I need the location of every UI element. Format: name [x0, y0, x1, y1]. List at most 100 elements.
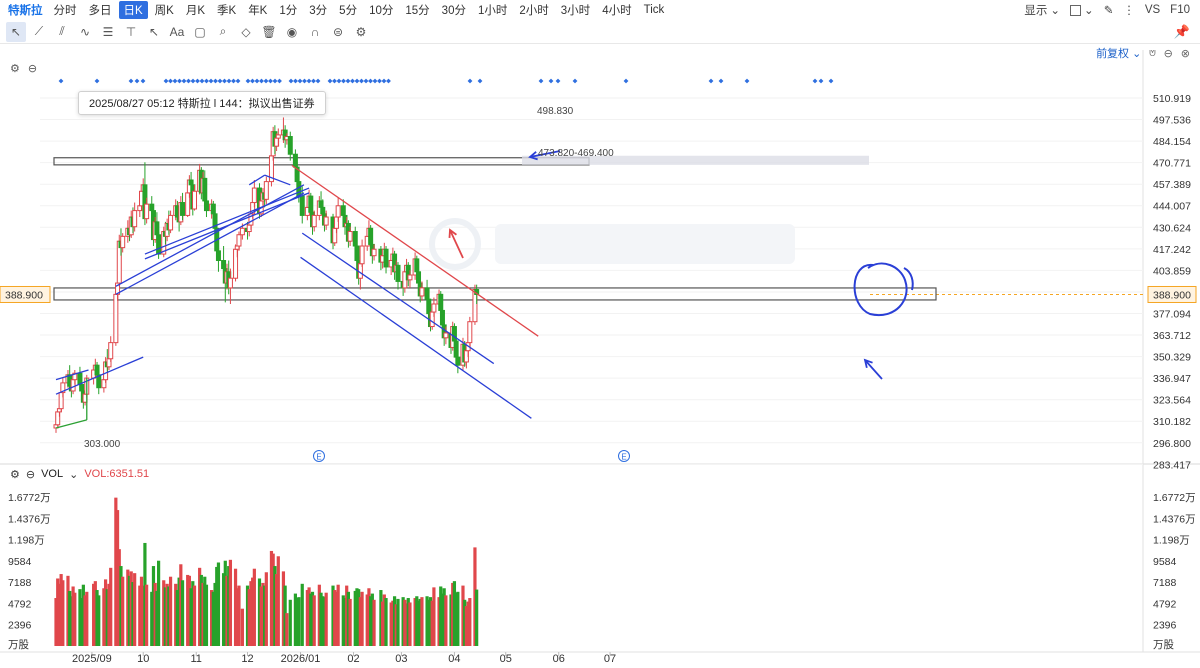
period-tab[interactable]: 3小时	[560, 5, 591, 17]
cursor-icon[interactable]: ↖	[6, 21, 26, 42]
event-marker	[377, 78, 382, 84]
volume-bar	[187, 575, 191, 646]
volume-bar	[391, 600, 395, 646]
eye-icon[interactable]: ◉	[286, 24, 298, 39]
fib-tool-icon[interactable]: ☰	[102, 24, 114, 39]
volume-bar	[85, 591, 89, 646]
close-icon[interactable]: ⊗	[1180, 47, 1190, 60]
volume-bar	[115, 510, 120, 646]
volume-bar	[221, 573, 226, 646]
more-button[interactable]: ⋮	[1123, 3, 1135, 17]
candle	[72, 372, 78, 381]
volume-bar	[274, 574, 279, 646]
pen-button[interactable]: ✎	[1104, 3, 1114, 17]
collapse-icon[interactable]: ⊖	[1163, 47, 1173, 60]
period-tab[interactable]: 15分	[405, 5, 430, 17]
volume-bar	[153, 582, 157, 646]
highlight-circle-tail	[903, 267, 914, 291]
period-tab[interactable]: 1小时	[477, 5, 508, 17]
lock-icon[interactable]: ⊜	[332, 24, 344, 39]
period-tab[interactable]: 1分	[279, 5, 298, 17]
arrow-tool-icon[interactable]: ↖	[148, 24, 160, 39]
volume-bar	[61, 580, 65, 646]
volume-bar	[288, 599, 292, 646]
channel-line	[144, 192, 310, 260]
channel-tool-icon[interactable]: ⫽	[59, 24, 65, 38]
period-tab[interactable]: 分时	[53, 5, 77, 17]
event-marker	[327, 78, 333, 84]
volume-bar	[249, 581, 253, 646]
volume-bar	[56, 578, 60, 646]
level-tool-icon[interactable]: ⊤	[125, 24, 137, 39]
line-tool-icon[interactable]: ⟋	[34, 24, 44, 38]
collapse-icon[interactable]: ⊖	[27, 63, 38, 75]
period-tab[interactable]: 30分	[441, 5, 466, 17]
period-tab[interactable]: 5分	[339, 5, 358, 17]
vol-indicator-name[interactable]: VOL	[41, 468, 64, 480]
comment-icon[interactable]: ▢	[194, 24, 206, 39]
volume-bar	[281, 571, 286, 646]
period-tab[interactable]: Tick	[643, 4, 665, 16]
f10-button[interactable]: F10	[1170, 4, 1190, 16]
volume-bar	[418, 598, 422, 646]
magnet-icon[interactable]: ∩	[310, 24, 320, 39]
blue-arrow	[864, 359, 883, 380]
period-tab[interactable]: 年K	[248, 5, 268, 17]
symbol-name[interactable]: 特斯拉	[8, 5, 43, 17]
overlay-toggle[interactable]: ⌄	[1070, 3, 1094, 17]
pin-icon[interactable]: 📌	[1173, 23, 1190, 39]
period-tab[interactable]: 周K	[154, 5, 174, 17]
trend-line	[248, 174, 265, 186]
period-tab[interactable]: 月K	[185, 5, 206, 17]
volume-bar	[114, 497, 118, 646]
chart-type-icon[interactable]: ⩅	[1149, 46, 1156, 59]
period-tab[interactable]: 日K	[118, 1, 148, 19]
high-label: 498.830	[537, 106, 574, 117]
period-tab[interactable]: 2小时	[519, 5, 549, 17]
chart-canvas[interactable]: E E 510.919 497.536 484.154 470.771 457.389 44…	[0, 44, 1200, 668]
delete-icon[interactable]: 🗑	[261, 24, 277, 39]
volume-bar	[463, 599, 467, 646]
period-tab[interactable]: 季K	[217, 5, 237, 17]
volume-bar	[346, 591, 351, 646]
period-tab[interactable]: 多日	[88, 5, 112, 17]
collapse-icon[interactable]: ⊖	[25, 468, 36, 481]
period-tab[interactable]: 4小时	[602, 5, 632, 17]
candle	[323, 216, 329, 226]
more-icon: ⋮	[1123, 5, 1135, 17]
event-marker	[718, 78, 724, 84]
x-tick-label: 11	[191, 653, 202, 665]
event-marker	[181, 78, 187, 84]
candle	[251, 187, 257, 204]
volume-bar	[449, 594, 453, 646]
volume-bar	[464, 606, 468, 646]
x-tick-label: 10	[137, 653, 149, 665]
wave-tool-icon[interactable]: ∿	[79, 24, 91, 39]
vol-unit-label: 万股	[1153, 639, 1175, 651]
volume-bar	[252, 568, 256, 646]
text-tool-icon[interactable]: Aa	[169, 24, 185, 39]
right-controls: 前复权 ⌄ ⩅ ⊖ ⊗	[1096, 45, 1190, 61]
settings-icon[interactable]: ⚙	[10, 468, 20, 481]
settings-icon[interactable]: ⚙	[355, 24, 367, 39]
volume-bar	[119, 566, 123, 646]
event-marker	[350, 78, 355, 84]
volume-bar	[382, 594, 386, 646]
eraser-icon[interactable]: ◇	[241, 24, 251, 39]
period-tab[interactable]: 3分	[309, 5, 328, 17]
settings-icon[interactable]: ⚙	[10, 63, 20, 75]
volume-bar	[126, 569, 130, 646]
adjust-select[interactable]: 前复权 ⌄	[1096, 48, 1142, 60]
volume-bars	[54, 497, 479, 646]
volume-axis: 1.6772万 1.6772万 1.4376万 1.4376万 1.198万 1.198万…	[8, 492, 1196, 651]
search-icon[interactable]: ⌕	[219, 24, 227, 38]
period-tab[interactable]: 10分	[369, 5, 394, 17]
display-menu[interactable]: 显示 ⌄	[1024, 2, 1060, 18]
vs-button[interactable]: VS	[1144, 4, 1161, 16]
down-channel-line	[301, 232, 495, 365]
volume-bar	[225, 575, 229, 646]
event-marker	[293, 78, 298, 84]
chevron-down-icon[interactable]: ⌄	[69, 468, 79, 481]
volume-bar	[432, 587, 436, 646]
event-marker	[277, 78, 282, 84]
